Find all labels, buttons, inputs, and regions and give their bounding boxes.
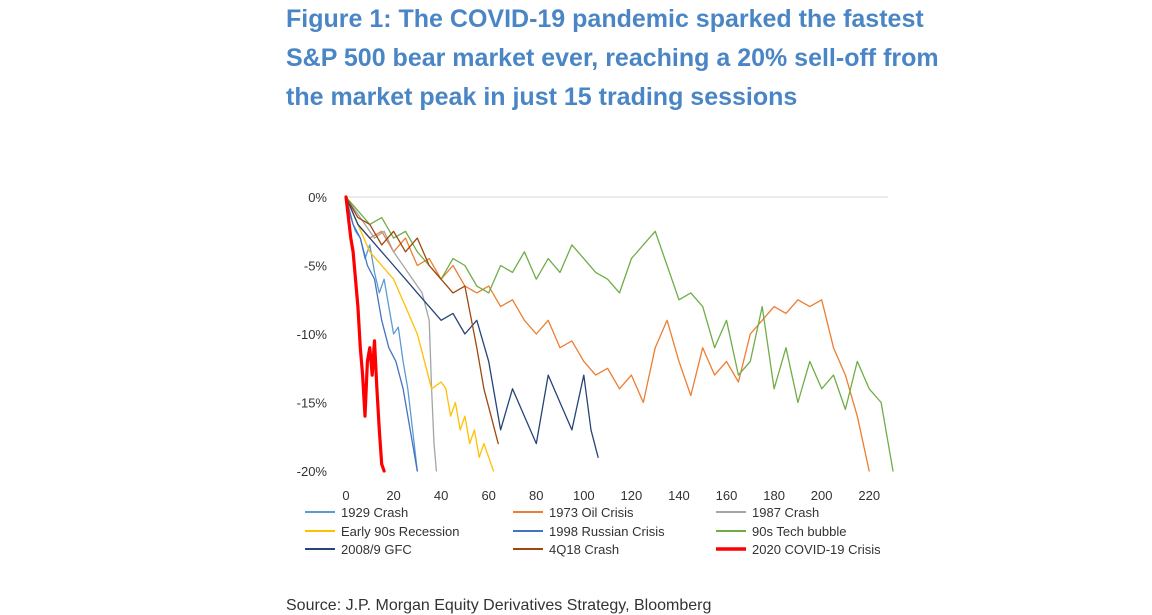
x-tick-label: 0	[342, 488, 349, 503]
series-line-early-90s-recession	[345, 196, 495, 472]
x-axis-ticks: 0 20 40 60 80 100 120 140 160 180 200 220	[342, 488, 880, 503]
legend-label-2020-covid-19-crisis: 2020 COVID-19 Crisis	[752, 542, 881, 557]
series-line-1998-russian-crisis	[345, 196, 418, 472]
x-tick-label: 20	[386, 488, 400, 503]
x-tick-label: 160	[716, 488, 738, 503]
series-line-1973-oil-crisis	[345, 196, 870, 472]
legend-label-1998-russian-crisis: 1998 Russian Crisis	[549, 524, 665, 539]
x-tick-label: 200	[811, 488, 833, 503]
series-line-2008-9-gfc	[345, 196, 599, 458]
legend-label-1929-crash: 1929 Crash	[341, 505, 408, 520]
y-tick-label: -20%	[297, 464, 328, 479]
legend: 1929 Crash 1973 Oil Crisis 1987 Crash Early…	[305, 505, 881, 557]
x-tick-label: 220	[858, 488, 880, 503]
figure-title: Figure 1: The COVID-19 pandemic sparked …	[286, 5, 939, 111]
x-tick-label: 80	[529, 488, 543, 503]
legend-label-2008-9-gfc: 2008/9 GFC	[341, 542, 412, 557]
legend-label-early-90s-recession: Early 90s Recession	[341, 524, 460, 539]
x-tick-label: 60	[481, 488, 495, 503]
x-tick-label: 180	[763, 488, 785, 503]
legend-label-4q18-crash: 4Q18 Crash	[549, 542, 619, 557]
legend-label-1987-crash: 1987 Crash	[752, 505, 819, 520]
series-line-90s-tech-bubble	[345, 196, 894, 472]
y-tick-label: 0%	[308, 190, 327, 205]
source-note: Source: J.P. Morgan Equity Derivatives S…	[286, 597, 712, 614]
series-line-1929-crash	[345, 196, 418, 472]
y-axis-ticks: 0% -5% -10% -15% -20%	[297, 190, 328, 479]
x-tick-label: 140	[668, 488, 690, 503]
x-tick-label: 40	[434, 488, 448, 503]
x-tick-label: 100	[573, 488, 595, 503]
series-line-4q18-crash	[345, 196, 499, 445]
series-lines	[344, 195, 894, 473]
legend-label-1973-oil-crisis: 1973 Oil Crisis	[549, 505, 634, 520]
y-tick-label: -10%	[297, 327, 328, 342]
series-line-2020-covid-19-crisis	[344, 195, 386, 473]
y-tick-label: -15%	[297, 396, 328, 411]
y-tick-label: -5%	[304, 259, 328, 274]
legend-label-90s-tech-bubble: 90s Tech bubble	[752, 524, 846, 539]
x-tick-label: 120	[621, 488, 643, 503]
